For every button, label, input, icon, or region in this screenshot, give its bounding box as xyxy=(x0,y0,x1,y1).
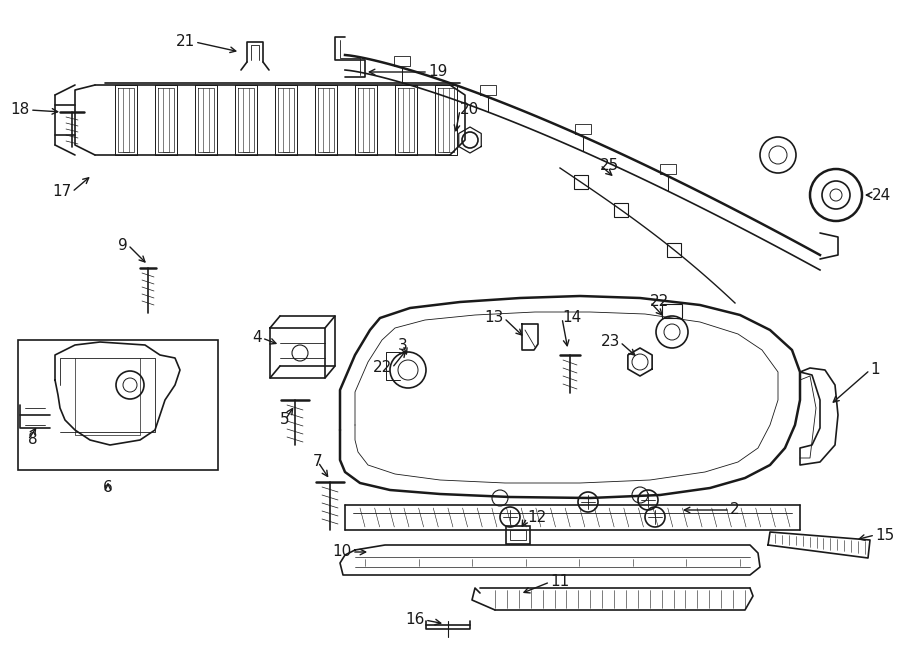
Text: 1: 1 xyxy=(870,362,879,377)
Text: 8: 8 xyxy=(28,432,38,447)
Bar xyxy=(667,243,680,256)
Bar xyxy=(660,164,676,174)
Bar xyxy=(574,124,590,134)
Bar xyxy=(574,175,588,189)
Text: 11: 11 xyxy=(550,574,569,590)
Text: 22: 22 xyxy=(650,295,670,309)
Text: 14: 14 xyxy=(562,311,581,325)
Text: 19: 19 xyxy=(428,65,447,79)
Bar xyxy=(662,304,682,318)
Text: 16: 16 xyxy=(406,613,425,627)
Bar xyxy=(480,85,496,95)
Text: 17: 17 xyxy=(53,184,72,200)
Text: 13: 13 xyxy=(484,311,504,325)
Text: 3: 3 xyxy=(398,338,408,352)
Text: 23: 23 xyxy=(600,334,620,350)
Text: 9: 9 xyxy=(118,237,128,253)
Text: 15: 15 xyxy=(875,527,895,543)
Text: 10: 10 xyxy=(333,545,352,559)
Text: 4: 4 xyxy=(252,330,262,346)
Text: 2: 2 xyxy=(730,502,740,518)
Bar xyxy=(506,526,530,544)
Bar xyxy=(18,340,218,470)
Text: 21: 21 xyxy=(176,34,195,50)
Text: 24: 24 xyxy=(872,188,891,202)
Text: 5: 5 xyxy=(280,412,290,428)
Bar xyxy=(614,203,628,217)
Text: 25: 25 xyxy=(600,157,619,173)
Text: 7: 7 xyxy=(313,455,323,469)
Text: 20: 20 xyxy=(460,102,479,118)
Bar xyxy=(510,530,526,540)
Text: 18: 18 xyxy=(11,102,30,118)
Bar xyxy=(394,56,410,65)
Text: 12: 12 xyxy=(527,510,546,525)
Text: 22: 22 xyxy=(373,360,392,375)
Text: 6: 6 xyxy=(104,481,112,496)
